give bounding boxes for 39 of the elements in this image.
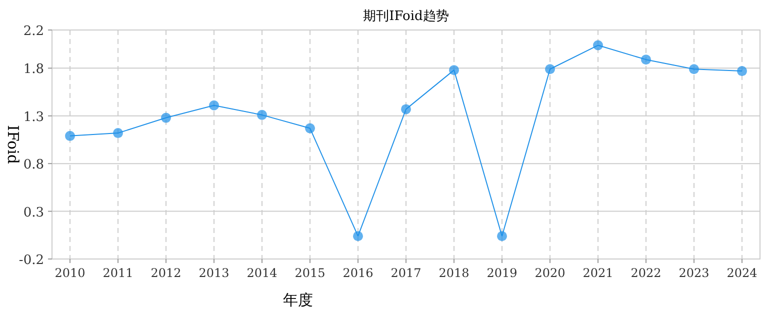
point — [593, 40, 603, 50]
x-tick-label: 2011 — [102, 266, 134, 280]
point — [641, 54, 651, 65]
y-tick-label: 0.3 — [23, 205, 44, 220]
x-tick-label: 2013 — [198, 266, 230, 280]
y-axis-title: IFoid — [4, 125, 22, 164]
point — [65, 130, 75, 141]
x-tick-label: 2014 — [246, 266, 278, 280]
point — [449, 65, 459, 76]
point — [497, 231, 507, 242]
point — [161, 112, 171, 123]
y-tick-label: -0.2 — [18, 253, 44, 268]
point — [737, 66, 747, 76]
x-tick-label: 2016 — [342, 266, 374, 280]
x-tick-label: 2023 — [678, 266, 710, 280]
x-tick-label: 2020 — [534, 266, 566, 280]
x-tick-label: 2024 — [726, 266, 758, 280]
point — [113, 128, 123, 138]
x-tick-label: 2021 — [582, 266, 614, 280]
point — [305, 123, 315, 134]
y-tick-label: 2.2 — [23, 24, 44, 39]
x-tick-label: 2010 — [54, 266, 86, 280]
point — [689, 64, 699, 74]
x-axis-title: 年度 — [283, 291, 313, 309]
x-tick-label: 2019 — [486, 266, 518, 280]
y-tick-label: 1.8 — [23, 62, 44, 78]
x-tick-label: 2018 — [438, 266, 470, 280]
x-tick-label: 2017 — [390, 266, 422, 280]
x-tick-label: 2015 — [294, 266, 326, 280]
point — [209, 100, 219, 110]
point — [257, 110, 267, 120]
y-tick-label: 0.8 — [23, 158, 44, 173]
x-tick-label: 2012 — [150, 266, 182, 280]
y-tick-label: 1.3 — [23, 110, 44, 125]
chart-title: 期刊IFoid趋势 — [363, 9, 449, 24]
x-tick-label: 2022 — [630, 266, 662, 280]
point — [545, 64, 555, 74]
point — [401, 104, 411, 114]
point — [353, 231, 363, 242]
